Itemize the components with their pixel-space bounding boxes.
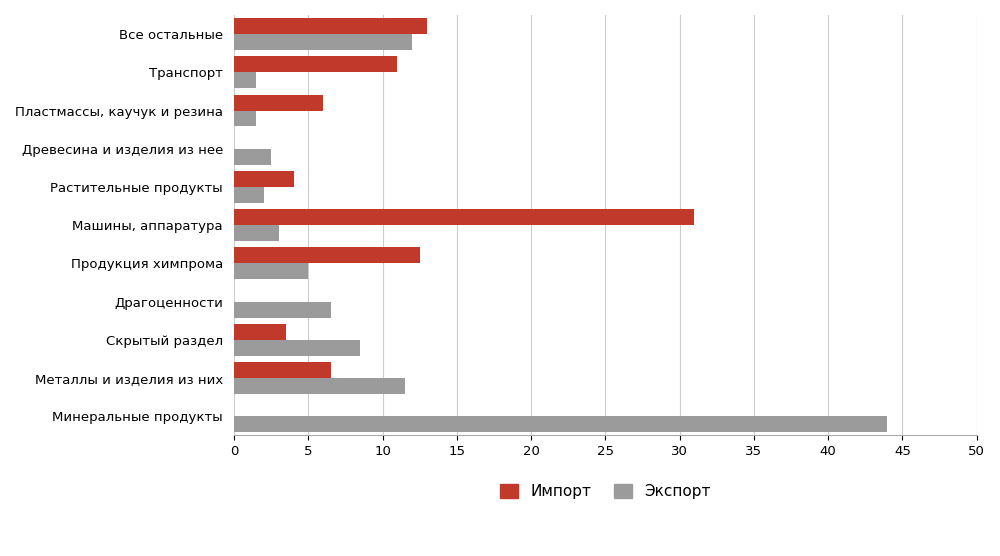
- Bar: [234, 171, 294, 187]
- Bar: [234, 111, 256, 126]
- Bar: [234, 247, 420, 264]
- Bar: [234, 264, 308, 279]
- Bar: [234, 149, 271, 165]
- Bar: [234, 378, 405, 394]
- Bar: [234, 34, 412, 50]
- Bar: [234, 187, 264, 203]
- Bar: [234, 18, 427, 34]
- Bar: [234, 362, 331, 378]
- Bar: [234, 302, 331, 317]
- Legend: Импорт, Экспорт: Импорт, Экспорт: [492, 476, 719, 507]
- Bar: [234, 95, 323, 111]
- Bar: [234, 340, 360, 356]
- Bar: [234, 225, 279, 241]
- Bar: [234, 324, 286, 340]
- Bar: [234, 209, 694, 225]
- Bar: [234, 56, 397, 72]
- Bar: [234, 72, 256, 88]
- Bar: [234, 416, 887, 432]
